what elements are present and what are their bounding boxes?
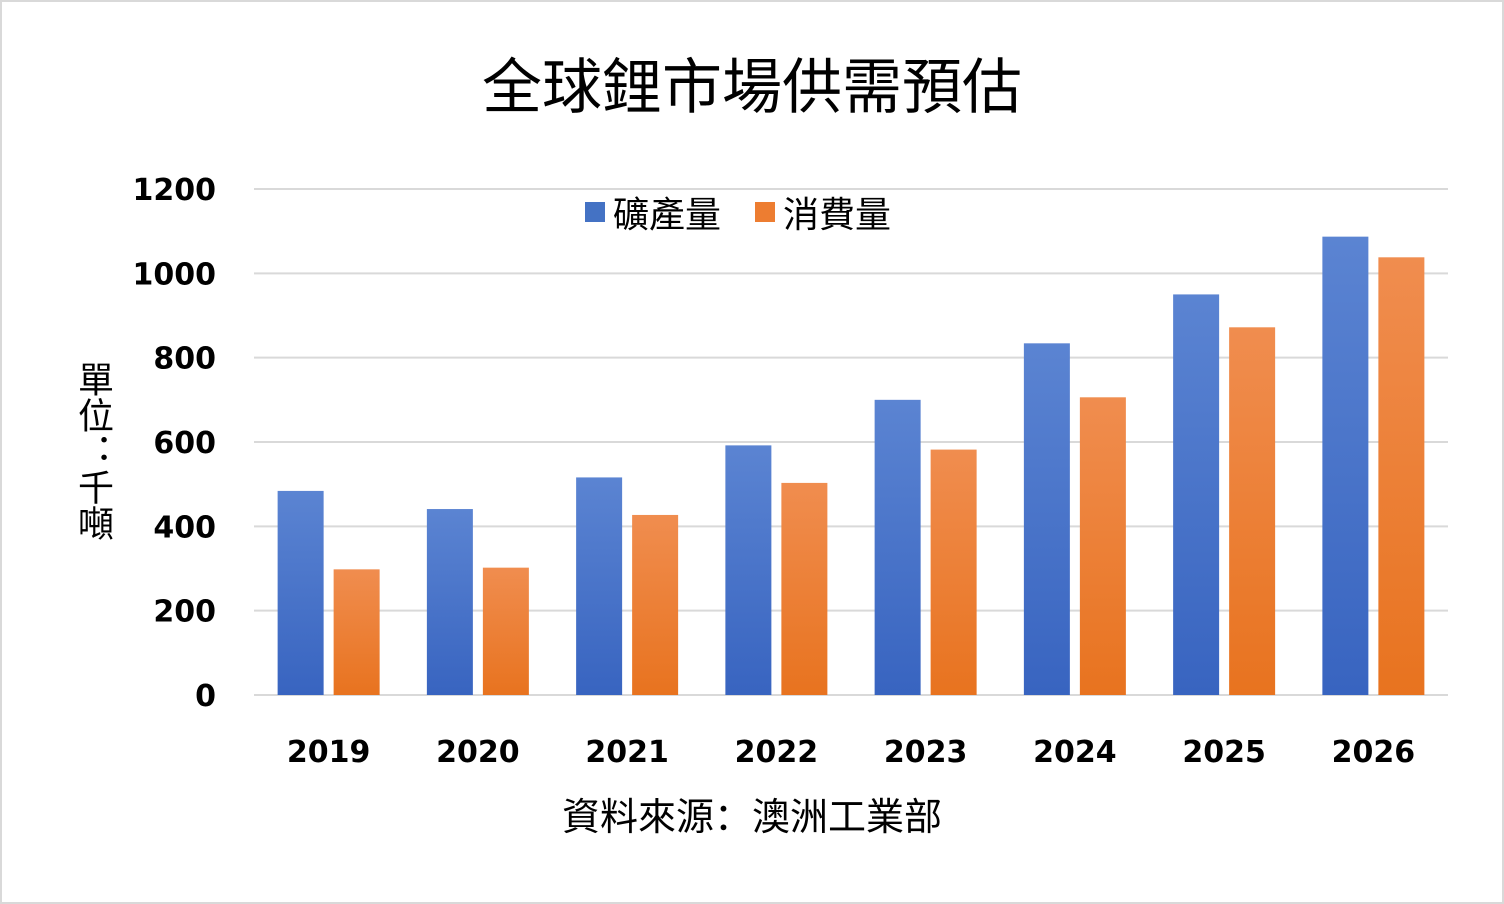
- y-tick-label: 1200: [133, 173, 217, 208]
- y-axis-label: 單位：千噸: [72, 361, 113, 541]
- y-tick-label: 0: [195, 679, 216, 714]
- legend-item-consumption: 消費量: [755, 186, 891, 238]
- bar-consumption-2022: [781, 482, 828, 695]
- bar-consumption-2026: [1378, 257, 1425, 695]
- x-tick-label: 2019: [287, 735, 371, 770]
- bar-consumption-2019: [333, 569, 380, 695]
- bar-consumption-2025: [1229, 327, 1276, 695]
- legend-label-production: 礦產量: [613, 195, 722, 236]
- bar-production-2021: [576, 477, 623, 695]
- legend: 礦產量 消費量: [585, 190, 925, 236]
- y-tick-label: 1000: [133, 257, 217, 292]
- chart-title: 全球鋰市場供需預估: [482, 53, 1022, 123]
- source-note: 資料來源：澳洲工業部: [561, 795, 942, 839]
- x-tick-label: 2020: [436, 735, 520, 770]
- y-tick-label: 600: [153, 426, 216, 461]
- x-tick-label: 2025: [1182, 735, 1266, 770]
- bar-consumption-2021: [632, 514, 679, 695]
- bar-production-2025: [1173, 294, 1220, 695]
- x-tick-label: 2024: [1033, 735, 1117, 770]
- bar-production-2023: [874, 399, 921, 695]
- bar-production-2019: [277, 490, 324, 695]
- legend-swatch-consumption: [755, 202, 776, 222]
- x-tick-label: 2023: [884, 735, 968, 770]
- bar-production-2024: [1023, 343, 1070, 695]
- legend-item-production: 礦產量: [585, 186, 721, 238]
- bar-consumption-2024: [1079, 397, 1126, 695]
- y-tick-label: 400: [153, 510, 216, 545]
- x-tick-label: 2021: [585, 735, 669, 770]
- bar-production-2020: [426, 509, 473, 695]
- bar-production-2026: [1322, 236, 1369, 696]
- bar-consumption-2023: [930, 449, 977, 695]
- x-tick-label: 2022: [735, 735, 819, 770]
- y-tick-label: 800: [153, 342, 216, 377]
- y-tick-label: 200: [153, 595, 216, 630]
- bar-consumption-2020: [482, 567, 529, 695]
- bar-production-2022: [725, 445, 772, 695]
- x-tick-label: 2026: [1332, 735, 1416, 770]
- legend-label-consumption: 消費量: [783, 195, 892, 236]
- legend-swatch-production: [585, 202, 605, 222]
